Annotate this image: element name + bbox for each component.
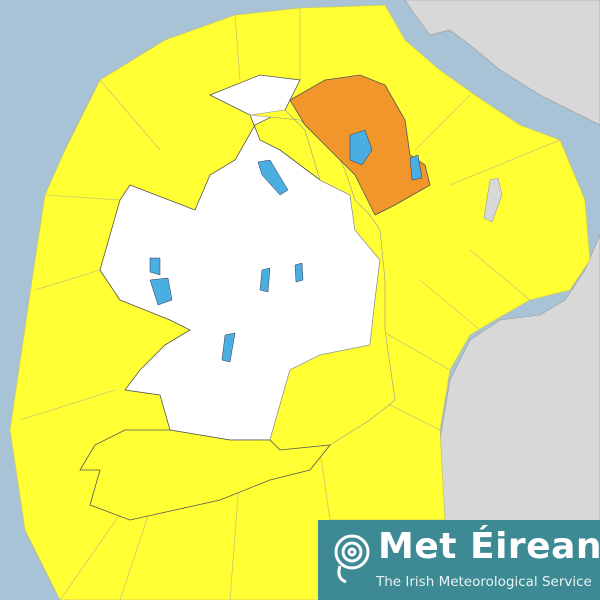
lough-mask (149, 257, 161, 276)
lough-neagh (349, 129, 373, 166)
met-eireann-logo: Met Éireann The Irish Meteorological Ser… (318, 520, 600, 600)
lakes (149, 129, 423, 363)
region-boundaries (19, 8, 561, 600)
lough-ree-2 (294, 262, 304, 283)
logo-subtitle: The Irish Meteorological Service (376, 574, 592, 590)
lough-corrib (149, 277, 173, 306)
scotland-land (404, 0, 600, 126)
lough-derg (221, 332, 236, 363)
ireland-south-yellow (79, 429, 331, 521)
strangford-lough (409, 154, 423, 181)
isle-of-man (483, 177, 503, 223)
lough-ree (259, 267, 271, 293)
logo-title: Met Éireann (378, 526, 600, 567)
britain-land (439, 234, 600, 600)
spiral-swirl-icon (334, 534, 370, 584)
lough-erne (257, 159, 289, 196)
